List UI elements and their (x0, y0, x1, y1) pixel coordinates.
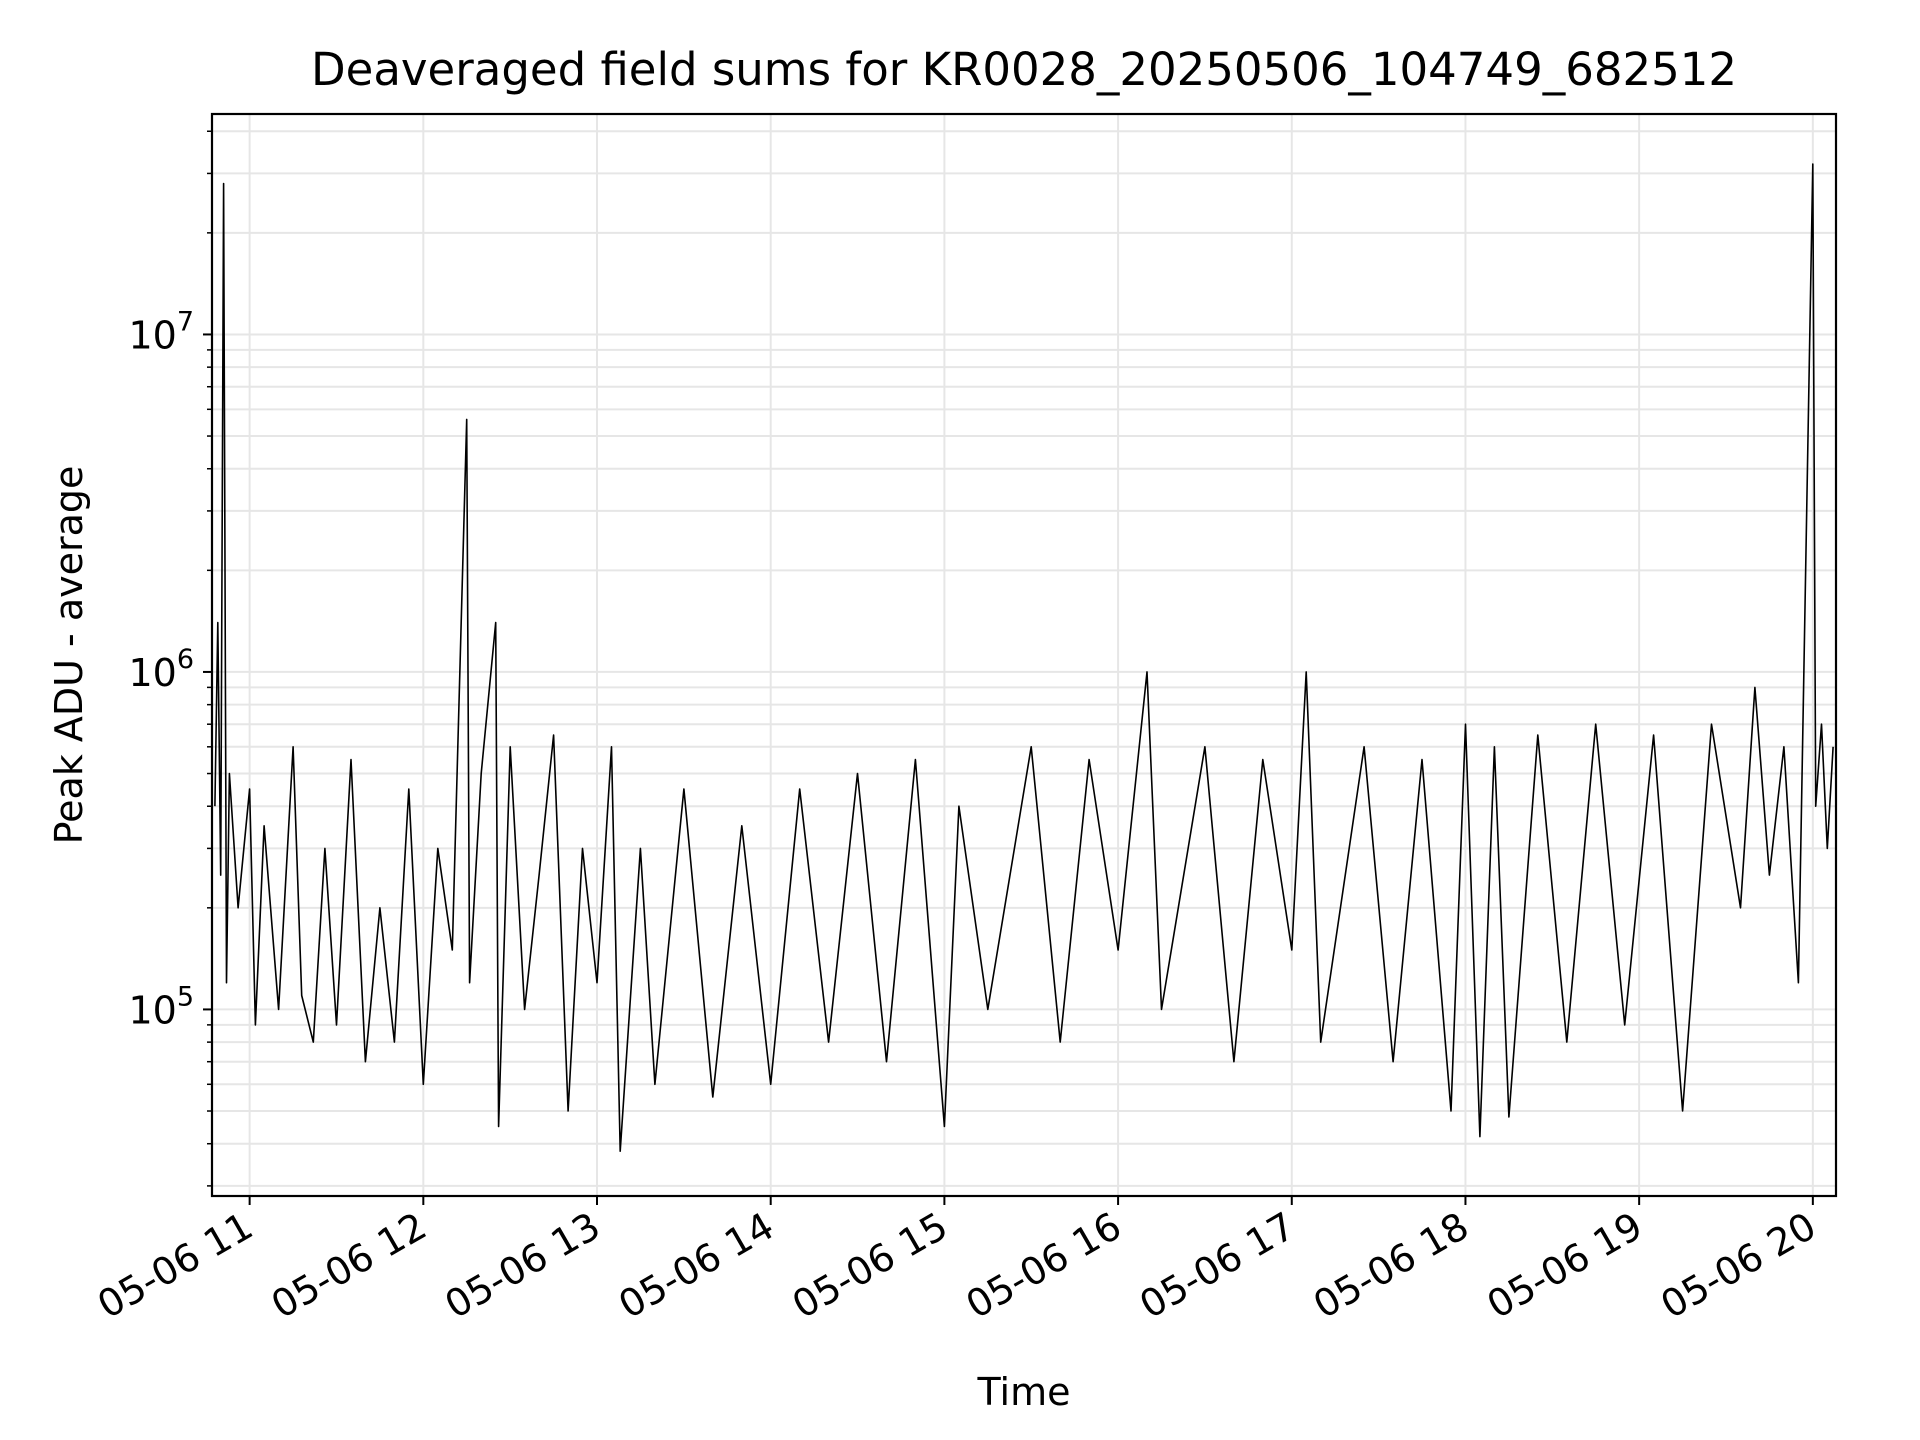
series-line (214, 163, 1834, 1152)
y-tick-label: 106 (128, 644, 194, 695)
y-tick-exponent: 5 (177, 981, 194, 1012)
y-tick-base: 10 (128, 651, 176, 695)
plot-area-frame (210, 112, 1838, 1198)
y-tick-base: 10 (128, 988, 176, 1032)
y-tick-exponent: 6 (177, 644, 194, 675)
y-tick-label: 107 (128, 306, 194, 357)
chart-title: Deaveraged field sums for KR0028_2025050… (311, 43, 1737, 96)
y-axis-label: Peak ADU - average (47, 466, 91, 845)
x-axis-label: Time (977, 1370, 1071, 1414)
y-tick-base: 10 (128, 313, 176, 357)
series-layer (214, 163, 1834, 1152)
grid (212, 114, 1836, 1196)
y-tick-label: 105 (128, 981, 194, 1032)
y-tick-exponent: 7 (177, 306, 194, 337)
